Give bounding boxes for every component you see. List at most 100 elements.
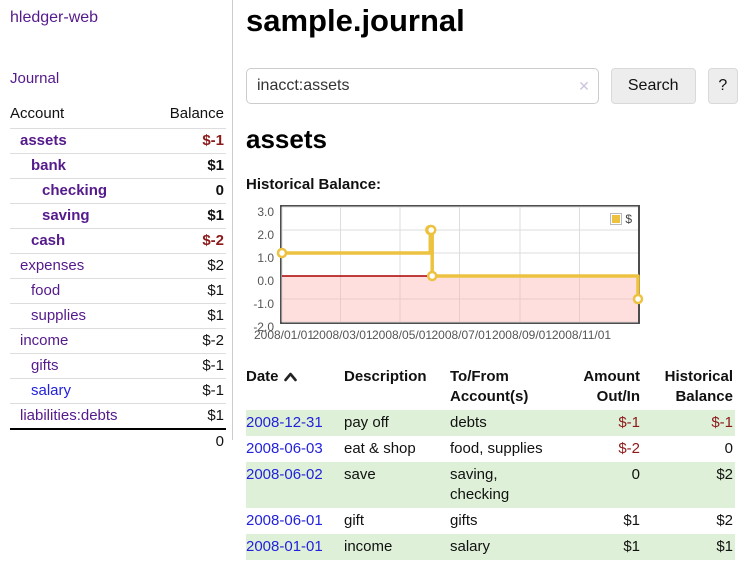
register-amount-cell: 0 [631, 466, 640, 483]
register-date-cell: 2008-01-01 [246, 534, 344, 560]
transaction-date-link[interactable]: 2008-01-01 [246, 538, 323, 555]
account-balance: $1 [151, 403, 226, 430]
account-cell: bank [10, 153, 152, 179]
register-header-to/from-account(s): To/From Account(s) [450, 366, 576, 410]
page-title: sample.journal [246, 3, 465, 38]
account-cell: food [10, 278, 152, 304]
register-accounts-text: food, supplies [450, 440, 543, 457]
register-accounts-text: saving, checking [450, 466, 510, 503]
account-row: income $-2 [10, 328, 226, 354]
account-cell: expenses [10, 253, 152, 279]
header-line: Balance [675, 388, 733, 405]
account-balance: $-1 [151, 353, 226, 379]
sidebar-account-checking[interactable]: checking [42, 182, 108, 199]
x-axis-tick-label: 2008/09/01 [491, 328, 552, 342]
account-cell: saving [10, 203, 152, 229]
register-header-row: Date Description To/From Account(s) Amount Ou… [246, 366, 735, 410]
help-button[interactable]: ? [707, 68, 738, 104]
transaction-date-link[interactable]: 2008-06-02 [246, 466, 323, 483]
register-description-cell: gift [344, 512, 365, 529]
register-header-amount-out/in: Amount Out/In [576, 366, 642, 410]
account-balance: $-1 [151, 378, 226, 404]
register-accounts-cell: debts [450, 410, 576, 436]
header-line: Date [246, 367, 340, 387]
account-row: gifts $-1 [10, 353, 226, 379]
accounts-total-spacer [10, 428, 152, 454]
header-line: Account(s) [450, 388, 529, 405]
account-row: salary $-1 [10, 378, 226, 404]
register-row: 2008-06-02 save saving, checking 0 $2 [246, 462, 735, 508]
sidebar-account-supplies[interactable]: supplies [31, 307, 87, 324]
chart-canvas [276, 206, 644, 323]
sidebar-account-food[interactable]: food [31, 282, 61, 299]
account-balance: $1 [151, 153, 226, 179]
sidebar-account-expenses[interactable]: expenses [20, 257, 85, 274]
account-balance: 0 [151, 178, 226, 204]
transaction-date-link[interactable]: 2008-06-01 [246, 512, 323, 529]
register-amount-cell: $-2 [618, 440, 640, 457]
accounts-header-account: Account [10, 105, 152, 129]
sidebar-item-journal[interactable]: Journal [10, 70, 60, 87]
sidebar-account-liabilities-debts[interactable]: liabilities:debts [20, 407, 118, 424]
main-content: sample.journal ✕ Search ? assets Histori… [246, 0, 738, 560]
app-title-link[interactable]: hledger-web [10, 9, 99, 26]
register-amount-cell: $1 [623, 538, 640, 555]
accounts-total-row: 0 [10, 428, 226, 454]
sidebar-account-saving[interactable]: saving [42, 207, 90, 224]
register-description-cell: income [344, 538, 393, 555]
register-amount-cell: $-1 [618, 414, 640, 431]
account-row: expenses $2 [10, 253, 226, 279]
sidebar-account-gifts[interactable]: gifts [31, 357, 59, 374]
legend-label: $ [625, 212, 632, 226]
register-header-historical-balance: Historical Balance [642, 366, 735, 410]
register-balance-cell: $2 [716, 512, 733, 529]
header-line: Historical [664, 368, 733, 385]
sidebar-account-cash[interactable]: cash [31, 232, 66, 249]
transaction-date-link[interactable]: 2008-06-03 [246, 440, 323, 457]
register-description-cell: pay off [344, 414, 389, 431]
account-row: cash $-2 [10, 228, 226, 254]
account-row: supplies $1 [10, 303, 226, 329]
register-accounts-cell: salary [450, 534, 576, 560]
account-cell: cash [10, 228, 152, 254]
account-balance: $2 [151, 253, 226, 279]
register-balance-cell: $-1 [711, 414, 733, 431]
account-cell: income [10, 328, 152, 354]
sidebar-account-assets[interactable]: assets [20, 132, 67, 149]
header-line: Description [344, 368, 427, 385]
sort-ascending-icon [283, 372, 297, 382]
register-date-cell: 2008-06-02 [246, 462, 344, 508]
sidebar-account-income[interactable]: income [20, 332, 69, 349]
account-row: bank $1 [10, 153, 226, 179]
sidebar-account-salary[interactable]: salary [31, 382, 72, 399]
account-row: food $1 [10, 278, 226, 304]
y-axis-tick-label: 3.0 [257, 205, 274, 219]
register-row: 2008-06-01 gift gifts $1 $2 [246, 508, 735, 534]
x-axis-tick-label: 2008/07/01 [431, 328, 492, 342]
account-cell: salary [10, 378, 152, 404]
search-input[interactable] [246, 68, 599, 104]
x-axis-tick-label: 2008/01/01 [253, 328, 315, 342]
register-amount-cell: $1 [623, 512, 640, 529]
search-button[interactable]: Search [610, 68, 696, 104]
clear-search-icon[interactable]: ✕ [578, 78, 590, 94]
sidebar-account-bank[interactable]: bank [31, 157, 67, 174]
account-row: checking 0 [10, 178, 226, 204]
account-balance: $-2 [151, 328, 226, 354]
transaction-date-link[interactable]: 2008-12-31 [246, 414, 323, 431]
register-date-cell: 2008-06-01 [246, 508, 344, 534]
x-axis-tick-label: 2008/05/01 [371, 328, 433, 342]
account-balance: $1 [151, 203, 226, 229]
account-row: assets $-1 [10, 128, 226, 154]
account-balance: $-2 [151, 228, 226, 254]
register-accounts-cell: saving, checking [450, 462, 576, 508]
y-axis-tick-label: 0.0 [257, 274, 274, 288]
register-table: Date Description To/From Account(s) Amount Ou… [246, 366, 735, 560]
register-description-cell: eat & shop [344, 440, 416, 457]
header-line: Out/In [596, 388, 640, 405]
accounts-table: Account Balance assets $-1 bank $1 checking 0… [10, 105, 226, 454]
register-header-date[interactable]: Date [246, 366, 344, 410]
y-axis-tick-label: -1.0 [253, 297, 274, 311]
register-accounts-text: debts [450, 414, 487, 431]
register-row: 2008-12-31 pay off debts $-1 $-1 [246, 410, 735, 436]
